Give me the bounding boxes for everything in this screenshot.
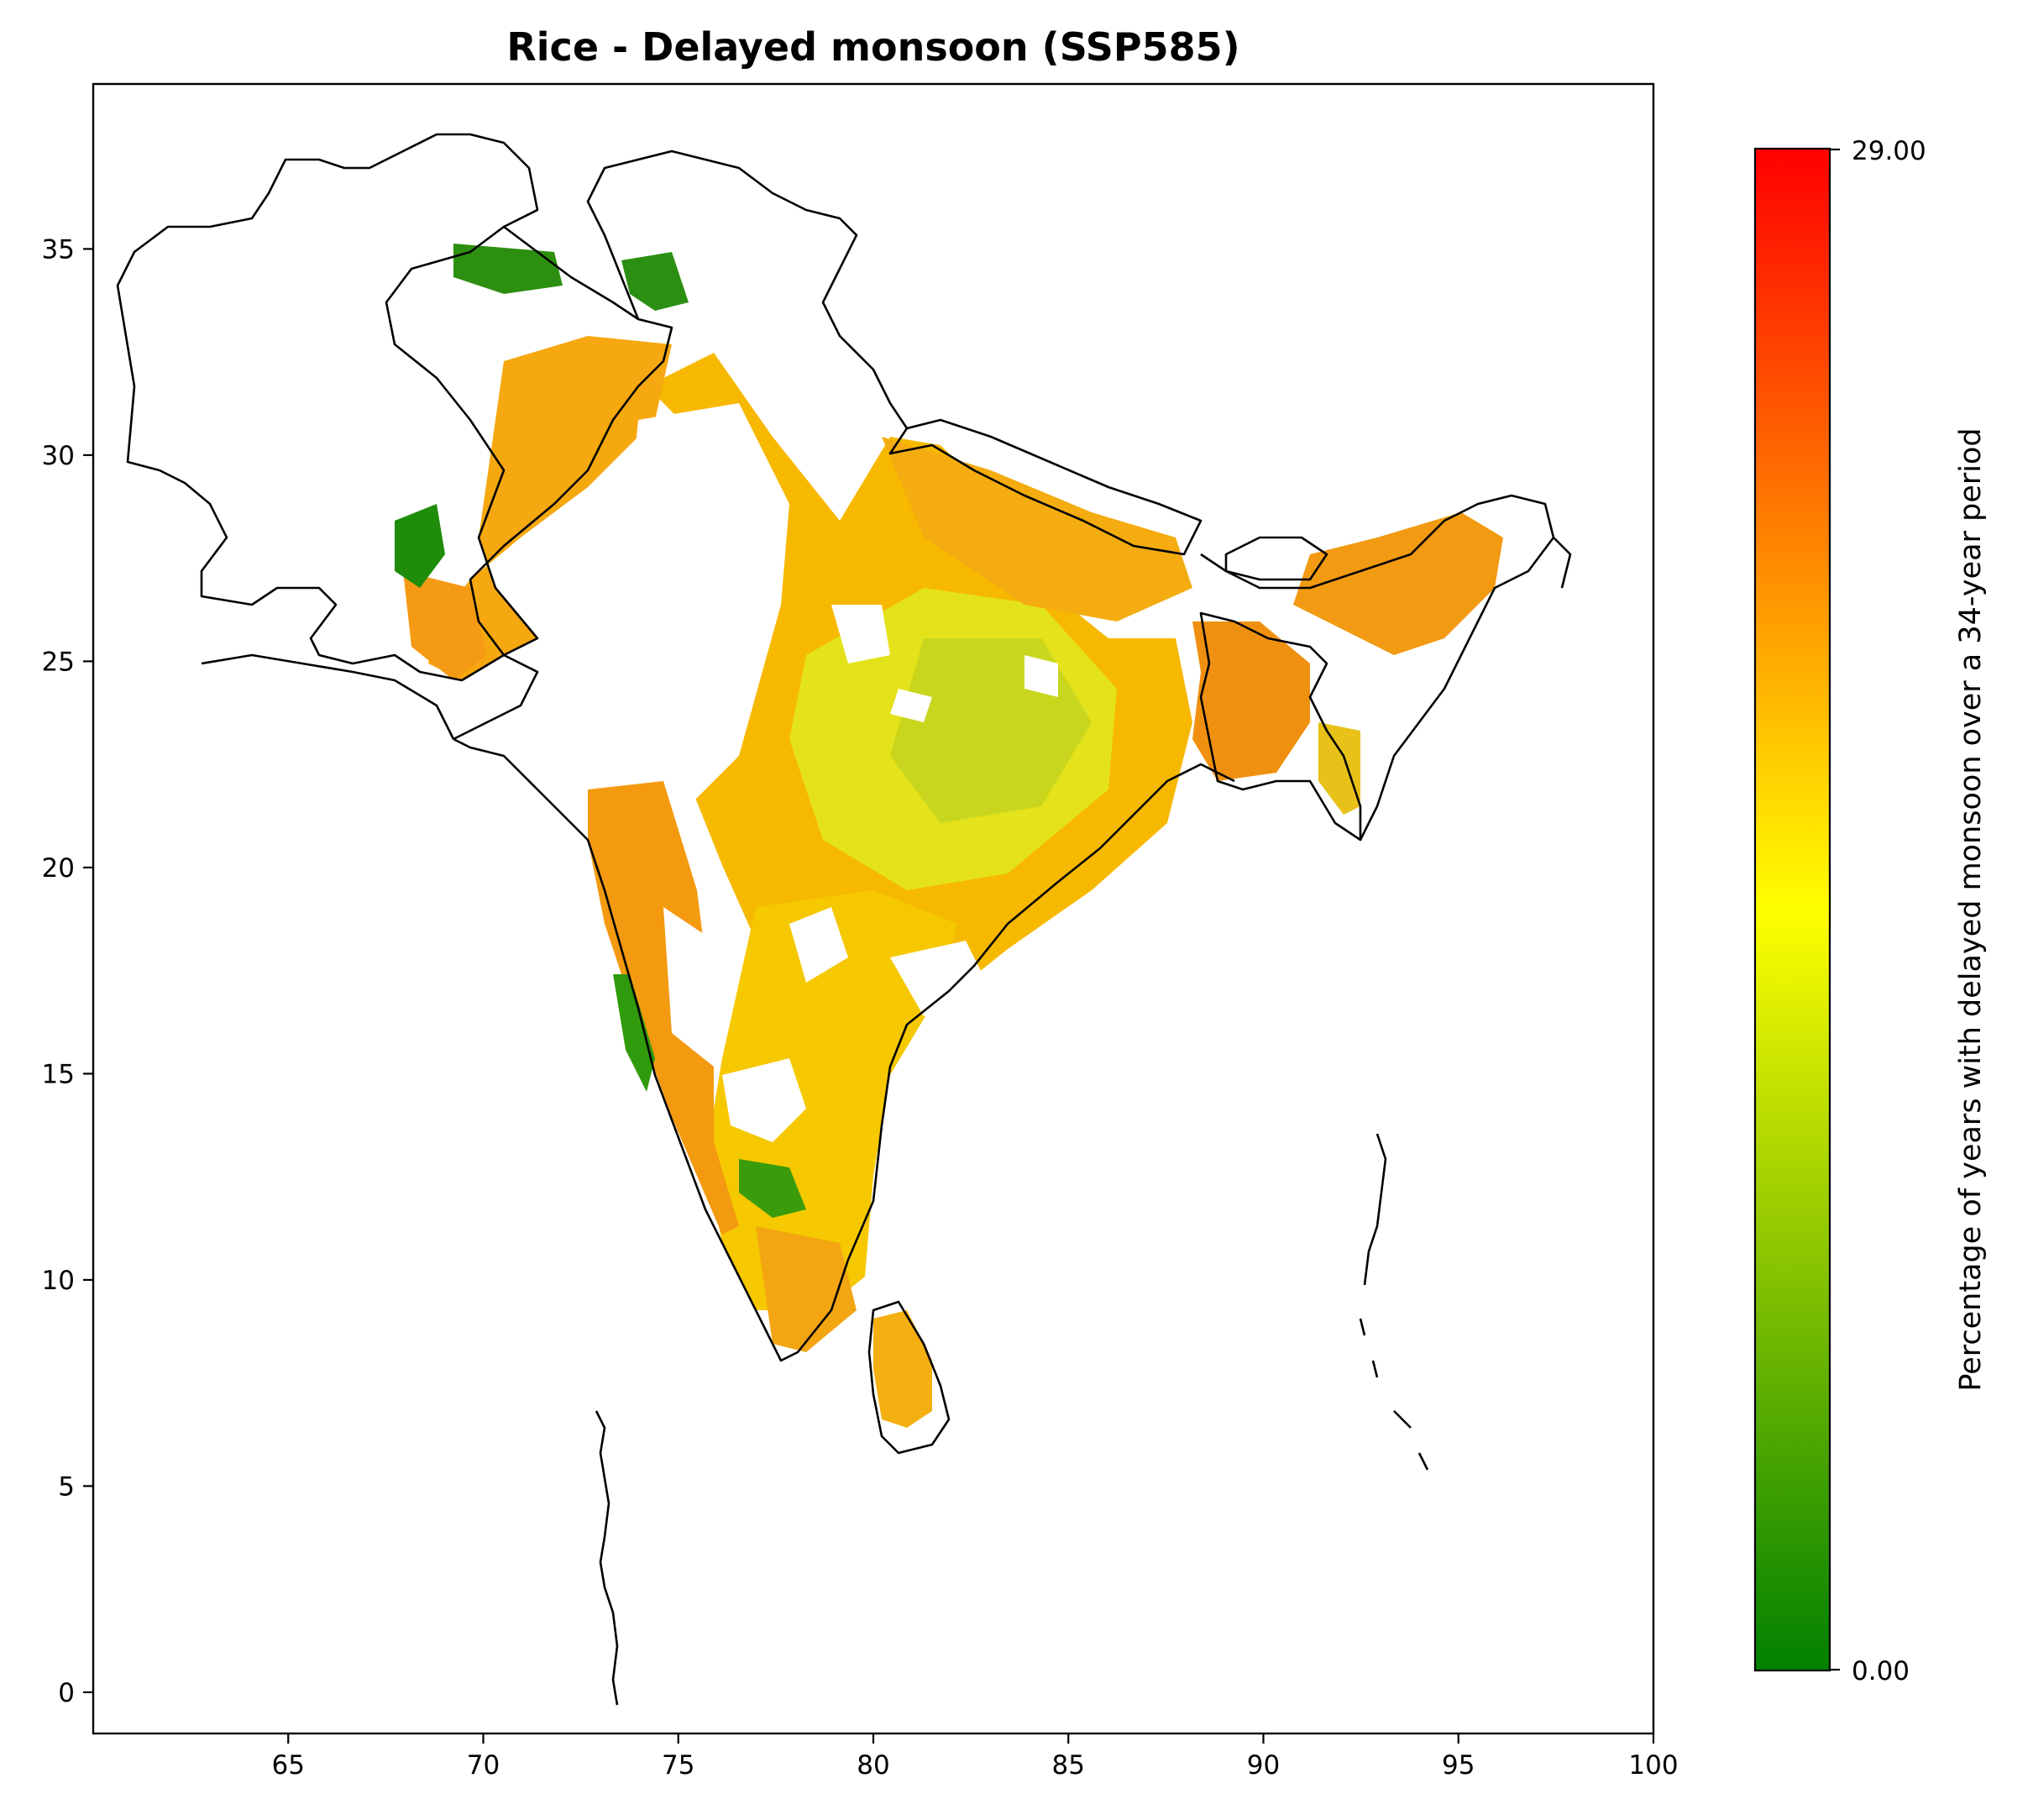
- boundary-pakistan-coast: [201, 653, 455, 740]
- boundary-kashmir: [586, 149, 909, 429]
- x-tick-label: 70: [467, 1750, 500, 1781]
- delayed-monsoon-raster: [395, 244, 1503, 1428]
- colorbar-label: Percentage of years with delayed monsoon…: [1954, 427, 1988, 1391]
- raster-bangladesh-se: [1318, 722, 1360, 815]
- country-boundaries: [116, 133, 1572, 1706]
- y-tick-label: 20: [42, 853, 75, 884]
- colorbar: 29.00 0.00 Percentage of years with dela…: [1753, 136, 1988, 1686]
- raster-sri-lanka: [873, 1310, 932, 1428]
- x-tick-label: 85: [1052, 1750, 1085, 1781]
- colorbar-gradient: [1753, 147, 1831, 1672]
- raster-bangladesh: [1192, 622, 1310, 781]
- x-tick-label: 100: [1628, 1750, 1678, 1781]
- boundary-maldives: [595, 1410, 619, 1706]
- x-tick-label: 75: [662, 1750, 694, 1781]
- boundary-myanmar-fragment: [1553, 537, 1572, 589]
- y-tick-label: 35: [42, 234, 75, 265]
- boundary-sri-lanka: [867, 1300, 951, 1455]
- raster-northeast: [1293, 512, 1503, 655]
- x-axis-ticks: 65 70 75 80 85 90 95 100: [272, 1733, 1679, 1781]
- boundary-india-east-coast: [846, 763, 1235, 1261]
- y-tick-label: 5: [58, 1471, 75, 1502]
- x-tick-label: 65: [272, 1750, 305, 1781]
- raster-afghan-green: [453, 244, 563, 294]
- x-tick-label: 80: [857, 1750, 889, 1781]
- boundary-bangladesh: [1199, 611, 1362, 842]
- y-tick-label: 25: [42, 647, 75, 677]
- boundary-nepal: [888, 418, 1203, 556]
- colorbar-max-label: 29.00: [1852, 136, 1926, 166]
- boundary-bhutan: [1224, 536, 1328, 581]
- y-tick-label: 0: [58, 1678, 75, 1708]
- x-tick-label: 90: [1247, 1750, 1280, 1781]
- raster-indus-south: [403, 571, 487, 680]
- boundary-northeast-india: [1200, 494, 1555, 841]
- no-data-gaps: [621, 403, 1058, 1142]
- chart-title: Rice - Delayed monsoon (SSP585): [506, 24, 1239, 70]
- map-axes: [93, 84, 1653, 1733]
- y-axis-ticks: 0 5 10 15 20 25 30 35: [42, 234, 93, 1708]
- raster-gangetic: [882, 437, 1192, 622]
- boundary-india-west-coast: [453, 737, 850, 1362]
- boundary-afghanistan: [116, 133, 539, 682]
- y-tick-label: 15: [42, 1059, 75, 1089]
- raster-west-coast: [588, 781, 739, 1235]
- boundary-andaman: [1359, 1133, 1429, 1471]
- raster-indus-green: [395, 504, 445, 588]
- y-tick-label: 30: [42, 441, 75, 471]
- y-tick-label: 10: [42, 1266, 75, 1296]
- x-tick-label: 95: [1442, 1750, 1475, 1781]
- raster-west-coast-green: [613, 974, 655, 1092]
- raster-kashmir-green: [621, 252, 689, 311]
- boundary-pakistan-india: [453, 225, 673, 741]
- raster-south-green: [739, 1159, 806, 1218]
- colorbar-min-label: 0.00: [1852, 1656, 1910, 1686]
- raster-south-tip: [756, 1226, 857, 1352]
